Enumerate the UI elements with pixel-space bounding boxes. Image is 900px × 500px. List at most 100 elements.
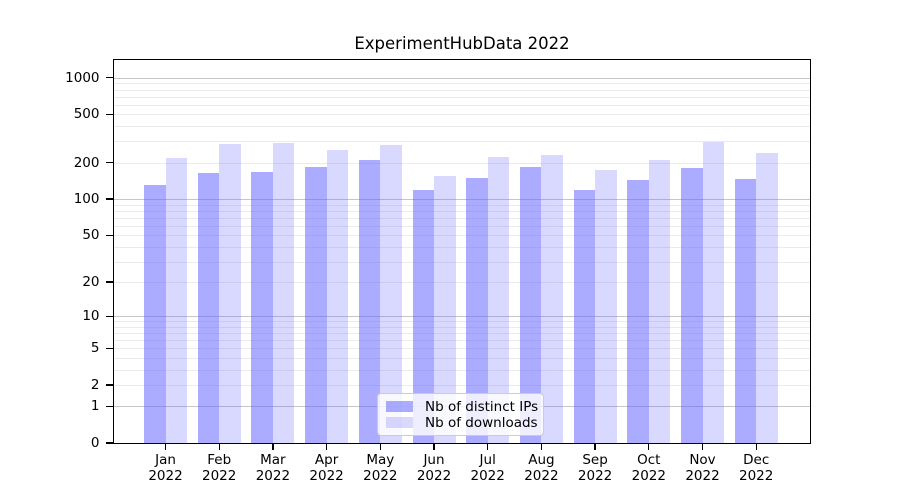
gridline-minor xyxy=(114,282,810,284)
gridline-minor xyxy=(114,384,810,386)
bar-downloads-jun xyxy=(434,176,456,443)
bar-downloads-mar xyxy=(272,143,295,443)
x-tick-mark xyxy=(540,443,543,450)
x-tick-mark xyxy=(325,443,328,450)
bar-downloads-oct xyxy=(648,159,671,443)
bar-distinct-ips-may xyxy=(358,159,381,443)
x-tick-mark xyxy=(487,443,489,450)
gridline-minor xyxy=(114,225,810,227)
y-tick-mark xyxy=(105,281,113,283)
x-tick-mark xyxy=(433,443,435,450)
gridline-minor xyxy=(114,126,810,128)
x-tick-month: Aug xyxy=(528,452,555,468)
x-tick-label: Jul 2022 xyxy=(451,452,525,484)
x-tick-month: Jun xyxy=(423,452,445,468)
x-tick-label: May 2022 xyxy=(343,452,417,484)
x-tick-label: Nov 2022 xyxy=(666,452,740,484)
x-tick-year: 2022 xyxy=(416,467,452,484)
y-tick-mark xyxy=(105,442,113,444)
bar-distinct-ips-feb xyxy=(197,173,220,443)
legend-label-distinct-ips: Nb of distinct IPs xyxy=(425,398,539,415)
y-tick-label: 0 xyxy=(90,435,100,451)
gridline-minor xyxy=(114,83,810,85)
y-tick-mark xyxy=(105,347,113,349)
bar-downloads-jul xyxy=(487,157,510,443)
gridline-minor xyxy=(114,235,810,237)
legend-item-downloads: Nb of downloads xyxy=(386,415,538,431)
bar-downloads-sep xyxy=(595,169,617,443)
x-tick-mark xyxy=(164,443,167,450)
x-tick-year: 2022 xyxy=(577,467,613,484)
x-tick-year: 2022 xyxy=(255,467,291,484)
bar-downloads-apr xyxy=(326,149,349,443)
x-tick-month: Dec xyxy=(743,452,770,468)
bar-downloads-jan xyxy=(165,157,187,443)
gridline-minor xyxy=(114,340,810,342)
y-tick-label: 100 xyxy=(73,191,100,208)
x-tick-label: Feb 2022 xyxy=(182,452,256,484)
y-tick-mark xyxy=(105,234,113,236)
bar-downloads-feb xyxy=(219,143,241,443)
x-tick-label: Apr 2022 xyxy=(290,452,364,484)
y-tick-label: 5 xyxy=(90,340,100,357)
y-tick-label: 500 xyxy=(73,106,100,123)
x-tick-label: Aug 2022 xyxy=(504,452,578,484)
x-tick-label: Jun 2022 xyxy=(397,452,471,484)
gridline-minor xyxy=(114,217,810,219)
gridline-minor xyxy=(114,326,810,328)
y-tick-mark xyxy=(105,77,113,79)
bar-downloads-nov xyxy=(702,142,724,443)
x-tick-mark xyxy=(755,443,757,450)
gridline-minor xyxy=(114,141,810,143)
gridline-minor xyxy=(114,89,810,91)
x-tick-label: Mar 2022 xyxy=(236,452,310,484)
x-tick-month: Jan xyxy=(155,452,176,468)
x-tick-mark xyxy=(379,443,381,450)
x-tick-label: Oct 2022 xyxy=(612,452,686,484)
gridline-minor xyxy=(114,210,810,212)
y-tick-mark xyxy=(105,315,113,317)
y-tick-label: 1000 xyxy=(65,69,100,86)
y-tick-mark xyxy=(105,384,113,386)
bar-distinct-ips-nov xyxy=(681,167,703,443)
y-tick-label: 50 xyxy=(82,227,100,244)
gridline-minor xyxy=(114,162,810,164)
bar-distinct-ips-mar xyxy=(251,172,273,443)
gridline-minor xyxy=(114,321,810,323)
chart-layers: 0 1 2 5 10 20 50 100 200 500 1000 Jan 2022 Feb 2022 Mar… xyxy=(65,60,810,483)
y-tick-label: 1 xyxy=(90,398,100,415)
bar-distinct-ips-apr xyxy=(305,167,327,443)
chart-title: ExperimentHubData 2022 xyxy=(354,34,570,53)
y-tick-label: 20 xyxy=(82,274,100,291)
x-tick-mark xyxy=(218,443,220,450)
x-tick-year: 2022 xyxy=(309,467,344,484)
bar-distinct-ips-jun xyxy=(412,190,434,443)
gridline-major xyxy=(114,199,810,201)
y-tick-label: 10 xyxy=(82,308,100,325)
x-tick-month: Mar xyxy=(260,452,286,468)
y-tick-mark xyxy=(105,162,113,164)
bar-downloads-dec xyxy=(756,153,778,443)
bar-downloads-may xyxy=(380,144,402,443)
x-tick-mark xyxy=(648,443,650,450)
legend-swatch-distinct-ips xyxy=(386,401,413,412)
gridline-minor xyxy=(114,357,810,359)
x-tick-month: May xyxy=(366,452,395,468)
gridline-minor xyxy=(114,114,810,116)
gridline-minor xyxy=(114,246,810,248)
bar-distinct-ips-dec xyxy=(734,178,757,443)
y-tick-mark xyxy=(105,198,113,200)
bar-downloads-aug xyxy=(541,154,563,443)
legend: Nb of distinct IPs Nb of downloads xyxy=(377,393,544,436)
x-tick-mark xyxy=(272,443,274,450)
x-tick-year: 2022 xyxy=(202,467,237,484)
x-tick-year: 2022 xyxy=(363,467,398,484)
x-tick-month: Apr xyxy=(314,452,339,468)
x-tick-year: 2022 xyxy=(685,467,720,484)
gridline-major xyxy=(114,77,810,79)
y-tick-mark xyxy=(105,113,113,116)
bar-distinct-ips-jan xyxy=(144,184,166,443)
gridline-major xyxy=(114,316,810,318)
x-tick-month: Nov xyxy=(689,452,716,468)
